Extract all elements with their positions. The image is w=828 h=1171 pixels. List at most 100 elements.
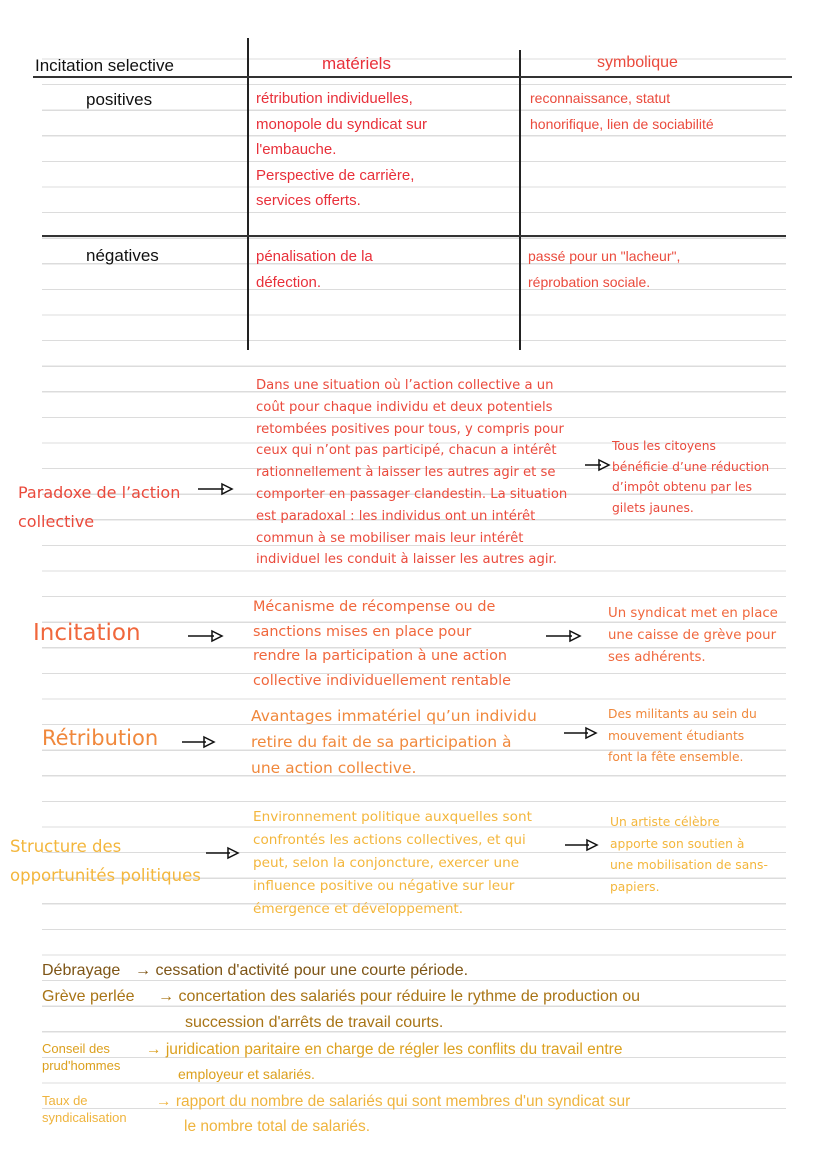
glossary-definition-continued: succession d'arrêts de travail courts.: [185, 1014, 444, 1031]
label-line: opportunités politiques: [10, 866, 201, 885]
definition-line: rendre la participation à une action: [253, 648, 507, 665]
definition-line: ceux qui n’ont pas participé, chacun a i…: [256, 443, 557, 459]
glossary-term: Grève perlée: [42, 988, 135, 1005]
definition-line: une action collective.: [251, 759, 417, 777]
example-line: Un syndicat met en place: [608, 606, 778, 621]
example-line: Tous les citoyens: [612, 439, 716, 453]
definition-line: influence positive ou négative sur leur: [253, 878, 515, 894]
glossary-definition-continued: employeur et salariés.: [178, 1066, 315, 1082]
concept-example: Tous les citoyens bénéficie d’une réduct…: [612, 436, 769, 518]
example-line: mouvement étudiants: [608, 728, 745, 743]
label-line: Structure des: [10, 837, 122, 856]
definition-line: comporter en passager clandestin. La sit…: [256, 486, 568, 502]
negatives-symbolique-cell: passé pour un "lacheur", réprobation soc…: [528, 244, 680, 295]
glossary-definition: → juridication paritaire en charge de ré…: [146, 1041, 622, 1059]
definition-line: coût pour chaque individu et deux potent…: [256, 399, 553, 415]
cell-line: réprobation sociale.: [528, 273, 651, 290]
arrow-right-icon: [182, 735, 216, 749]
cell-line: l'embauche.: [256, 141, 337, 159]
table-divider: [247, 38, 249, 350]
example-line: Des militants au sein du: [608, 707, 757, 721]
definition-line: rapport du nombre de salariés qui sont m…: [175, 1093, 631, 1110]
definition-line: Avantages immatériel qu’un individu: [251, 707, 537, 725]
glossary-definition: → concertation des salariés pour réduire…: [158, 988, 640, 1006]
example-line: papiers.: [610, 879, 660, 894]
glossary-definition: → cessation d'activité pour une courte p…: [135, 962, 468, 980]
arrow-right-icon: [565, 838, 599, 852]
cell-line: services offerts.: [256, 192, 361, 210]
definition-line: concertation des salariés pour réduire l…: [178, 988, 641, 1005]
term-line: Taux de: [42, 1093, 88, 1108]
term-line: syndicalisation: [42, 1110, 127, 1125]
definition-line: Mécanisme de récompense ou de: [253, 599, 496, 615]
concept-definition: Mécanisme de récompense ou de sanctions …: [253, 595, 511, 693]
definition-line: retombées positives pour tous, y compris…: [256, 421, 564, 437]
term-line: prud'hommes: [42, 1058, 121, 1073]
definition-line: commun à se mobiliser mais leur intérêt: [256, 530, 524, 546]
glossary-definition: → rapport du nombre de salariés qui sont…: [156, 1093, 630, 1111]
table-header-line: [33, 76, 792, 78]
concept-label: Incitation: [33, 620, 141, 646]
definition-line: collective individuellement rentable: [253, 672, 512, 689]
definition-line: peut, selon la conjoncture, exercer une: [253, 855, 520, 871]
arrow-right-icon: [198, 482, 234, 496]
definition-line: retire du fait de sa participation à: [251, 733, 512, 751]
table-title: Incitation selective: [35, 56, 174, 75]
cell-line: rétribution individuelles,: [256, 90, 413, 107]
example-line: une caisse de grève pour: [608, 628, 777, 643]
example-line: Un artiste célèbre: [610, 815, 720, 829]
row-label-negatives: négatives: [86, 246, 159, 265]
example-line: ses adhérents.: [608, 650, 706, 665]
negatives-materiels-cell: pénalisation de la défection.: [256, 244, 373, 295]
cell-line: Perspective de carrière,: [256, 166, 415, 184]
positives-symbolique-cell: reconnaissance, statut honorifique, lien…: [530, 86, 714, 137]
definition-line: cessation d'activité pour une courte pér…: [155, 962, 469, 979]
arrow-right-icon: →: [158, 988, 179, 1005]
arrow-right-icon: [585, 458, 611, 472]
glossary-definition-continued: le nombre total de salariés.: [184, 1118, 371, 1135]
table-row-line: [42, 235, 786, 237]
arrow-right-icon: [188, 629, 224, 643]
example-line: font la fête ensemble.: [608, 750, 744, 764]
concept-label: Rétribution: [42, 726, 159, 750]
label-line: collective: [18, 512, 95, 531]
concept-definition: Dans une situation où l’action collectiv…: [256, 375, 567, 571]
definition-line: sanctions mises en place pour: [253, 623, 472, 640]
definition-line: juridication paritaire en charge de régl…: [165, 1041, 623, 1058]
concept-example: Des militants au sein du mouvement étudi…: [608, 704, 757, 769]
definition-line: individuel les conduit à laisser les aut…: [256, 552, 557, 568]
definition-line: Environnement politique auxquelles sont: [253, 809, 532, 825]
cell-line: reconnaissance, statut: [530, 90, 671, 106]
arrow-right-icon: →: [135, 962, 156, 979]
concept-definition: Environnement politique auxquelles sont …: [253, 806, 532, 921]
column-header-symbolique: symbolique: [597, 54, 678, 71]
glossary-term: Conseil des prud'hommes: [42, 1040, 120, 1074]
glossary-term: Débrayage: [42, 962, 121, 979]
ruled-lines: [42, 46, 786, 1126]
definition-line: Dans une situation où l’action collectiv…: [256, 378, 554, 393]
concept-example: Un syndicat met en place une caisse de g…: [608, 603, 778, 669]
table-divider: [519, 50, 521, 350]
concept-label: Structure des opportunités politiques: [10, 832, 201, 890]
cell-line: passé pour un "lacheur",: [528, 248, 681, 264]
example-line: gilets jaunes.: [612, 500, 694, 515]
definition-line: rationnellement à laisser les autres agi…: [256, 465, 556, 481]
glossary-term: Taux de syndicalisation: [42, 1092, 127, 1126]
cell-line: défection.: [256, 273, 322, 291]
row-label-positives: positives: [86, 90, 153, 109]
example-line: apporte son soutien à: [610, 836, 745, 851]
cell-line: pénalisation de la: [256, 248, 373, 265]
example-line: bénéficie d’une réduction: [612, 459, 770, 474]
concept-definition: Avantages immatériel qu’un individu reti…: [251, 703, 537, 781]
positives-materiels-cell: rétribution individuelles, monopole du s…: [256, 86, 427, 214]
arrow-right-icon: →: [156, 1093, 176, 1110]
term-line: Conseil des: [42, 1041, 110, 1056]
arrow-right-icon: [546, 629, 582, 643]
concept-example: Un artiste célèbre apporte son soutien à…: [610, 812, 768, 898]
definition-line: confrontés les actions collectives, et q…: [253, 832, 526, 848]
cell-line: honorifique, lien de sociabilité: [530, 115, 714, 132]
column-header-materiels: matériels: [322, 54, 391, 73]
concept-label: Paradoxe de l’action collective: [18, 478, 180, 536]
cell-line: monopole du syndicat sur: [256, 115, 427, 133]
example-line: une mobilisation de sans-: [610, 858, 768, 873]
